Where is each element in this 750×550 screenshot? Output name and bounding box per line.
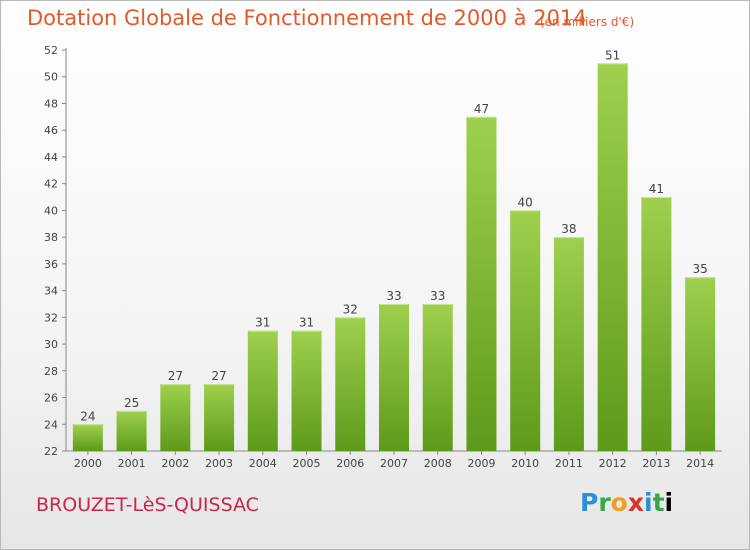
x-tick-label-2014: 2014 — [686, 457, 714, 470]
chart-bars — [72, 63, 716, 451]
data-label-2006: 32 — [343, 302, 358, 316]
y-tick-label: 46 — [44, 124, 58, 137]
x-tick-label-2002: 2002 — [161, 457, 189, 470]
data-label-2002: 27 — [168, 369, 183, 383]
data-label-2014: 35 — [692, 262, 707, 276]
x-tick-label-2003: 2003 — [205, 457, 233, 470]
chart-unit: (en milliers d'€) — [540, 15, 635, 29]
data-label-2009: 47 — [474, 102, 489, 116]
data-label-2007: 33 — [386, 289, 401, 303]
bar-2011 — [553, 237, 584, 451]
bar-2001 — [116, 410, 147, 451]
data-label-2004: 31 — [255, 316, 270, 330]
bar-2004 — [247, 330, 278, 451]
data-label-2005: 31 — [299, 316, 314, 330]
y-tick-label: 44 — [44, 151, 58, 164]
data-label-2008: 33 — [430, 289, 445, 303]
y-tick-label: 28 — [44, 365, 58, 378]
x-tick-label-2005: 2005 — [293, 457, 321, 470]
y-tick-label: 22 — [44, 445, 58, 458]
y-tick-label: 36 — [44, 258, 58, 271]
x-tick-label-2011: 2011 — [555, 457, 583, 470]
bar-2014 — [685, 277, 716, 451]
y-tick-label: 42 — [44, 178, 58, 191]
data-label-2012: 51 — [605, 48, 620, 62]
bar-2008 — [422, 303, 453, 451]
x-tick-label-2010: 2010 — [511, 457, 539, 470]
y-tick-label: 26 — [44, 392, 58, 405]
proxiti-logo: Proxiti — [580, 488, 674, 517]
data-label-2000: 24 — [80, 409, 95, 423]
x-tick-label-2007: 2007 — [380, 457, 408, 470]
x-tick-label-2012: 2012 — [599, 457, 627, 470]
x-tick-label-2000: 2000 — [74, 457, 102, 470]
data-label-2003: 27 — [211, 369, 226, 383]
y-tick-label: 34 — [44, 285, 58, 298]
x-tick-label-2008: 2008 — [424, 457, 452, 470]
x-tick-label-2009: 2009 — [467, 457, 495, 470]
bar-2002 — [160, 384, 191, 451]
bar-2005 — [291, 330, 322, 451]
y-tick-label: 40 — [44, 204, 58, 217]
data-label-2010: 40 — [518, 195, 533, 209]
bar-2010 — [510, 210, 541, 451]
y-tick-label: 24 — [44, 418, 58, 431]
x-tick-label-2006: 2006 — [336, 457, 364, 470]
y-tick-label: 48 — [44, 97, 58, 110]
x-tick-label-2013: 2013 — [642, 457, 670, 470]
chart-title: Dotation Globale de Fonctionnement de 20… — [27, 6, 587, 30]
bar-2003 — [204, 384, 235, 451]
x-tick-label-2004: 2004 — [249, 457, 277, 470]
y-tick-label: 52 — [44, 44, 58, 57]
bar-2013 — [641, 197, 672, 451]
x-tick-label-2001: 2001 — [118, 457, 146, 470]
city-name: BROUZET-LèS-QUISSAC — [36, 494, 259, 516]
y-tick-label: 30 — [44, 338, 58, 351]
bar-2000 — [72, 424, 103, 451]
y-tick-label: 38 — [44, 231, 58, 244]
bar-2012 — [597, 63, 628, 451]
data-label-2013: 41 — [649, 182, 664, 196]
bar-2006 — [335, 317, 366, 451]
y-tick-label: 50 — [44, 71, 58, 84]
chart-data-labels: 24 25 27 27 31 31 32 33 33 47 40 38 51 41 35 — [80, 48, 708, 423]
bar-2009 — [466, 116, 497, 451]
y-tick-label: 32 — [44, 311, 58, 324]
data-label-2001: 25 — [124, 396, 139, 410]
bar-2007 — [379, 303, 409, 451]
data-label-2011: 38 — [561, 222, 576, 236]
